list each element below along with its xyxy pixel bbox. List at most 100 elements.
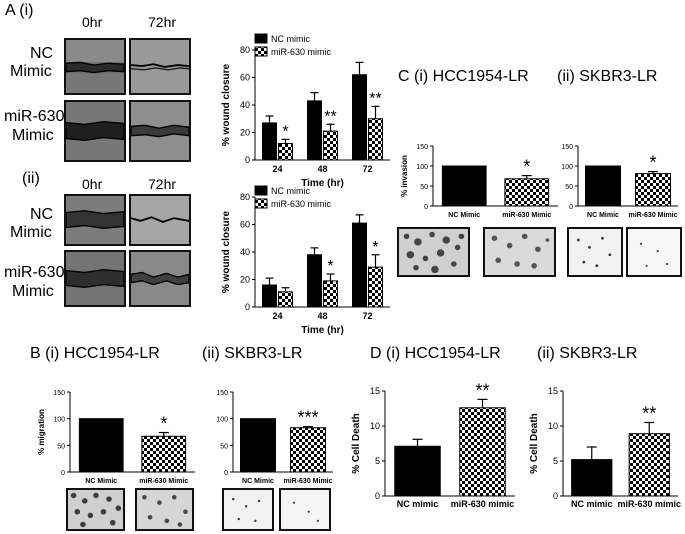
wound-image-nc-72hr-ii bbox=[129, 194, 191, 246]
x-tick-label: 48 bbox=[317, 164, 327, 174]
bar bbox=[323, 280, 338, 308]
significance-marker: *** bbox=[297, 408, 318, 428]
wound-image-nc-72hr bbox=[129, 38, 191, 95]
y-tick-label: 100 bbox=[561, 164, 573, 171]
time-label-72hr-ii: 72hr bbox=[148, 176, 177, 192]
legend-label: NC mimic bbox=[271, 34, 310, 44]
y-tick-label: 0 bbox=[375, 491, 380, 501]
y-axis-label: % Cell Death bbox=[351, 413, 362, 474]
y-tick-label: 10 bbox=[370, 421, 380, 431]
y-tick-label: 80 bbox=[240, 192, 250, 202]
x-tick-label: 48 bbox=[317, 311, 327, 321]
x-tick-label: miR-630 Mimic bbox=[139, 478, 188, 485]
bar bbox=[352, 74, 367, 161]
significance-marker: ** bbox=[369, 90, 381, 107]
invasion-image-hcc-nc bbox=[397, 227, 470, 277]
y-tick-label: 0 bbox=[245, 302, 250, 312]
invasion-image-skbr3-nc bbox=[567, 227, 623, 277]
bar bbox=[628, 433, 670, 497]
wound-image-mir630-0hr-ii bbox=[64, 250, 126, 307]
y-tick-label: 80 bbox=[240, 45, 250, 55]
y-tick-label: 20 bbox=[240, 128, 250, 138]
y-axis-label: % wound closure bbox=[221, 63, 232, 146]
migration-image-hcc-mir630 bbox=[135, 488, 194, 531]
migration-image-skbr3-mir630 bbox=[279, 488, 331, 531]
y-axis-label: % wound closure bbox=[221, 210, 232, 293]
bar bbox=[240, 418, 276, 473]
x-tick-label: miR-630 mimic bbox=[617, 499, 681, 509]
significance-marker: * bbox=[282, 123, 288, 140]
y-tick-label: 10 bbox=[548, 421, 558, 431]
x-tick-label: miR-630 Mimic bbox=[283, 478, 332, 485]
bar bbox=[635, 173, 671, 207]
bar bbox=[307, 254, 322, 308]
bar bbox=[78, 418, 124, 473]
chart-invasion-hcc1954: 0 50 100 150 % invasion NC Mimic * miR-630 Mimi… bbox=[400, 144, 558, 219]
y-tick-label: 60 bbox=[240, 73, 250, 83]
x-tick-label: NC mimic bbox=[571, 499, 613, 509]
significance-marker: * bbox=[160, 414, 167, 434]
mir630-mimic-label-ii-line2: Mimic bbox=[12, 283, 54, 300]
nc-mimic-label-ii-line2: Mimic bbox=[10, 224, 52, 241]
significance-marker: ** bbox=[475, 380, 489, 400]
time-label-72hr: 72hr bbox=[148, 14, 177, 30]
bar bbox=[352, 222, 367, 308]
y-tick-label: 150 bbox=[53, 390, 65, 397]
y-tick-label: 0 bbox=[224, 470, 228, 477]
y-tick-label: 50 bbox=[57, 443, 65, 450]
bar bbox=[262, 122, 277, 161]
y-tick-label: 50 bbox=[565, 184, 573, 191]
bar bbox=[394, 445, 441, 497]
x-tick-label: miR-630 Mimic bbox=[628, 212, 677, 219]
y-tick-label: 150 bbox=[416, 144, 428, 151]
panel-d-i-title: D (i) HCC1954-LR bbox=[370, 345, 501, 362]
legend-label: miR-630 mimic bbox=[271, 199, 332, 209]
mir630-mimic-label-line2: Mimic bbox=[12, 127, 54, 144]
x-tick-label: 24 bbox=[272, 164, 282, 174]
mir630-mimic-label-line1: miR-630 bbox=[4, 108, 65, 125]
x-tick-label: NC Mimic bbox=[85, 478, 117, 485]
legend-label: NC mimic bbox=[271, 186, 310, 196]
bar bbox=[262, 284, 277, 308]
nc-mimic-label-line1: NC bbox=[30, 45, 54, 62]
bar bbox=[290, 427, 326, 473]
x-axis-label: Time (hr) bbox=[301, 325, 344, 336]
x-tick-label: NC Mimic bbox=[448, 212, 480, 219]
chart-wound-closure-i: 0 20 40 60 80 % wound closure * 24 ** 48 ** 72 Time … bbox=[221, 33, 390, 189]
time-label-0hr-ii: 0hr bbox=[82, 176, 103, 192]
migration-image-hcc-nc bbox=[66, 488, 125, 531]
chart-cell-death-skbr3: 0 5 10 15 % Cell Death NC mimic ** miR-630 mimi… bbox=[529, 386, 681, 509]
panel-c-ii-title: (ii) SKBR3-LR bbox=[557, 68, 658, 85]
panel-c-i-title: C (i) HCC1954-LR bbox=[398, 68, 529, 85]
legend-swatch bbox=[254, 46, 268, 57]
y-axis-label: % Cell Death bbox=[529, 413, 540, 474]
x-tick-label: NC mimic bbox=[397, 499, 439, 509]
y-tick-label: 60 bbox=[240, 220, 250, 230]
y-tick-label: 0 bbox=[553, 491, 558, 501]
y-tick-label: 0 bbox=[245, 155, 250, 165]
bar bbox=[368, 266, 383, 308]
bar bbox=[459, 407, 506, 497]
x-tick-label: NC Mimic bbox=[587, 212, 619, 219]
legend-swatch bbox=[254, 185, 268, 196]
y-tick-label: 20 bbox=[240, 275, 250, 285]
y-tick-label: 0 bbox=[569, 204, 573, 211]
bar bbox=[585, 165, 621, 207]
chart-migration-hcc1954: 0 50 100 150 % migration NC Mimic * miR-630 Mim… bbox=[37, 390, 195, 485]
x-tick-label: 72 bbox=[362, 311, 372, 321]
wound-image-mir630-0hr bbox=[64, 100, 126, 162]
invasion-image-skbr3-mir630 bbox=[626, 227, 682, 277]
x-axis-label: Time (hr) bbox=[301, 178, 344, 189]
wound-image-nc-0hr bbox=[64, 38, 126, 95]
bar bbox=[323, 130, 338, 161]
bar bbox=[278, 143, 293, 161]
y-tick-label: 100 bbox=[216, 417, 228, 424]
bar bbox=[278, 291, 293, 308]
mir630-mimic-label-ii-line1: miR-630 bbox=[4, 264, 65, 281]
y-tick-label: 5 bbox=[375, 456, 380, 466]
y-axis-label: % migration bbox=[37, 409, 46, 455]
panel-b-i-title: B (i) HCC1954-LR bbox=[30, 345, 160, 362]
y-tick-label: 50 bbox=[220, 443, 228, 450]
y-tick-label: 0 bbox=[61, 470, 65, 477]
y-tick-label: 150 bbox=[561, 144, 573, 151]
